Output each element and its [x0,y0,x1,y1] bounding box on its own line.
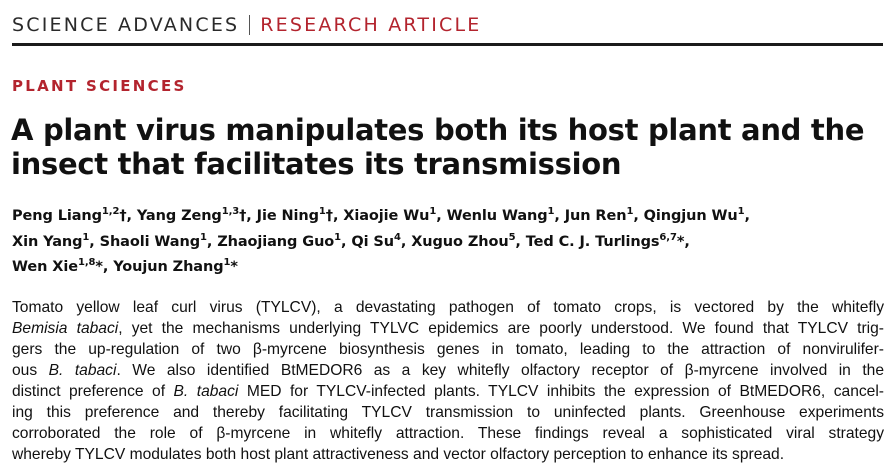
author-affiliation: 1,3 [221,206,240,217]
abstract-text: Tomato yellow leaf curl virus (TYLCV), a… [12,299,884,316]
header-divider [249,15,251,35]
author-list: Peng Liang1,2†, Yang Zeng1,3†, Jie Ning1… [12,204,887,281]
article-title: A plant virus manipulates both its host … [11,113,865,181]
section-label: PLANT SCIENCES [12,77,187,95]
author-affiliation: 1 [626,206,634,217]
abstract-text: , yet the mechanisms underlying TYLVC ep… [118,320,884,337]
author-name: Yang Zeng [136,208,222,224]
species-name: B. tabaci [48,362,117,379]
author-mark: * [676,233,685,250]
author-mark: * [95,259,103,275]
abstract-text: ing this preference and thereby facilita… [12,404,884,421]
abstract-line: whereby TYLCV modulates both host plant … [12,444,884,465]
abstract-line: Tomato yellow leaf curl virus (TYLCV), a… [12,297,884,318]
author-affiliation: 1,2 [101,206,120,217]
author-affiliation: 1 [429,206,437,217]
species-name: Bemisia tabaci [12,320,119,337]
author-line: Wen Xie1,8*, Youjun Zhang1* [12,257,238,276]
species-name: B. tabaci [173,383,239,400]
journal-header: SCIENCE ADVANCES RESEARCH ARTICLE [12,14,883,46]
author-affiliation: 5 [508,231,516,243]
abstract-line: ing this preference and thereby facilita… [12,402,884,423]
author-name: Ted C. J. Turlings [525,233,660,250]
author-affiliation: 1 [737,206,745,217]
author-mark: † [325,208,333,224]
abstract-line: distinct preference of B. tabaci MED for… [12,381,884,402]
author-name: Peng Liang [12,208,102,224]
author-mark: † [239,208,247,224]
abstract: Tomato yellow leaf curl virus (TYLCV), a… [12,297,884,465]
abstract-text: distinct preference of [12,383,174,400]
author-line: Peng Liang1,2†, Yang Zeng1,3†, Jie Ning1… [12,206,750,225]
abstract-text: MED for TYLCV-infected plants. TYLCV inh… [238,383,884,400]
author-affiliation: 1 [547,206,555,217]
author-affiliation: 4 [394,231,401,243]
author-name: Xiaojie Wu [343,208,430,224]
author-name: Zhaojiang Guo [217,233,335,250]
article-type: RESEARCH ARTICLE [260,14,482,36]
author-affiliation: 6,7 [659,231,677,243]
author-name: Shaoli Wang [99,233,200,250]
author-name: Xuguo Zhou [411,233,509,250]
author-name: Wenlu Wang [446,208,548,224]
abstract-text: . We also identified BtMEDOR6 as a key w… [116,362,884,379]
abstract-line: corroborated the role of β-myrcene in wh… [12,423,884,444]
author-name: Jie Ning [256,208,319,224]
abstract-text: corroborated the role of β-myrcene in wh… [12,425,884,442]
author-mark: * [230,259,238,275]
author-affiliation: 1,8 [77,257,96,268]
abstract-text: gers the up-regulation of two β-myrcene … [12,341,884,358]
author-name: Jun Ren [564,208,627,224]
author-affiliation: 1 [199,231,207,243]
author-affiliation: 1 [82,231,90,243]
abstract-text: whereby TYLCV modulates both host plant … [12,446,785,463]
abstract-text: ous [12,362,49,379]
author-line: Xin Yang1, Shaoli Wang1, Zhaojiang Guo1,… [12,231,690,250]
author-mark: † [119,208,127,224]
abstract-line: Bemisia tabaci, yet the mechanisms under… [12,318,884,339]
author-name: Youjun Zhang [113,259,224,275]
author-affiliation: 1 [334,231,342,243]
author-name: Qingjun Wu [643,208,738,224]
abstract-line: ous B. tabaci. We also identified BtMEDO… [12,360,884,381]
author-affiliation: 1 [223,257,231,268]
author-affiliation: 1 [318,206,326,217]
author-name: Qi Su [351,233,394,250]
journal-name: SCIENCE ADVANCES [12,14,240,36]
author-name: Wen Xie [12,259,78,275]
author-name: Xin Yang [12,233,83,250]
abstract-line: gers the up-regulation of two β-myrcene … [12,339,884,360]
